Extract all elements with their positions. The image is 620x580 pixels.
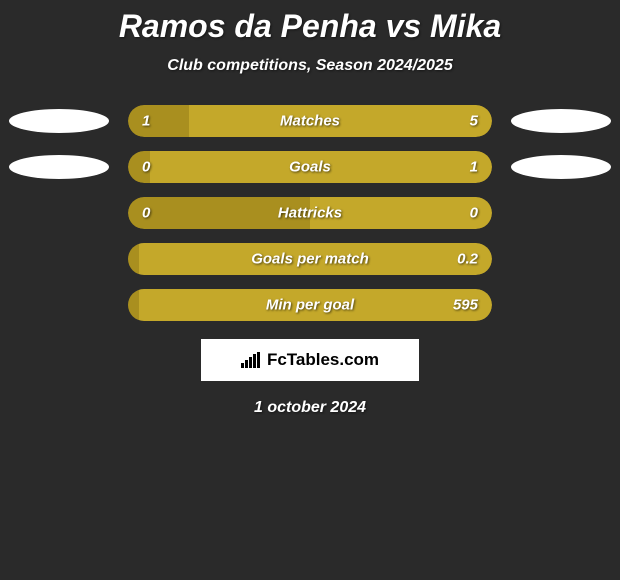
- stat-right-value: 1: [470, 159, 478, 176]
- stat-row: 1 Matches 5: [0, 105, 620, 137]
- stat-bar: 0 Goals 1: [128, 151, 492, 183]
- stat-bar: 0 Hattricks 0: [128, 197, 492, 229]
- left-player-placeholder: [0, 197, 118, 229]
- bars-icon: [241, 352, 261, 368]
- stat-label: Min per goal: [266, 297, 354, 314]
- right-player-placeholder: [502, 243, 620, 275]
- stat-row: Goals per match 0.2: [0, 243, 620, 275]
- left-player-placeholder: [0, 243, 118, 275]
- stat-bar-left: [128, 105, 189, 137]
- ellipse-shape: [9, 109, 109, 133]
- right-player-placeholder: [502, 151, 620, 183]
- footer-logo-text: FcTables.com: [267, 350, 379, 370]
- stat-left-value: 0: [142, 205, 150, 222]
- page-title: Ramos da Penha vs Mika: [0, 8, 620, 45]
- stat-right-value: 5: [470, 113, 478, 130]
- stat-bar: 1 Matches 5: [128, 105, 492, 137]
- comparison-infographic: Ramos da Penha vs Mika Club competitions…: [0, 0, 620, 417]
- right-player-placeholder: [502, 105, 620, 137]
- footer-date: 1 october 2024: [0, 399, 620, 417]
- stat-left-value: 1: [142, 113, 150, 130]
- right-player-placeholder: [502, 289, 620, 321]
- right-player-placeholder: [502, 197, 620, 229]
- ellipse-shape: [9, 155, 109, 179]
- left-player-placeholder: [0, 105, 118, 137]
- stat-bar-left: [128, 243, 139, 275]
- stat-row: Min per goal 595: [0, 289, 620, 321]
- stat-right-value: 0.2: [457, 251, 478, 268]
- stat-bar-right: [189, 105, 492, 137]
- stat-row: 0 Hattricks 0: [0, 197, 620, 229]
- ellipse-shape: [511, 155, 611, 179]
- stat-bar: Goals per match 0.2: [128, 243, 492, 275]
- ellipse-shape: [511, 109, 611, 133]
- stats-area: 1 Matches 5 0 Goals 1 0 Hattricks 0 Goals per mat…: [0, 105, 620, 321]
- stat-left-value: 0: [142, 159, 150, 176]
- stat-bar-left: [128, 289, 139, 321]
- left-player-placeholder: [0, 289, 118, 321]
- stat-right-value: 595: [453, 297, 478, 314]
- stat-label: Matches: [280, 113, 340, 130]
- footer-logo: FcTables.com: [201, 339, 419, 381]
- stat-label: Hattricks: [278, 205, 342, 222]
- stat-right-value: 0: [470, 205, 478, 222]
- left-player-placeholder: [0, 151, 118, 183]
- stat-label: Goals per match: [251, 251, 369, 268]
- page-subtitle: Club competitions, Season 2024/2025: [0, 57, 620, 75]
- stat-bar: Min per goal 595: [128, 289, 492, 321]
- stat-row: 0 Goals 1: [0, 151, 620, 183]
- stat-label: Goals: [289, 159, 331, 176]
